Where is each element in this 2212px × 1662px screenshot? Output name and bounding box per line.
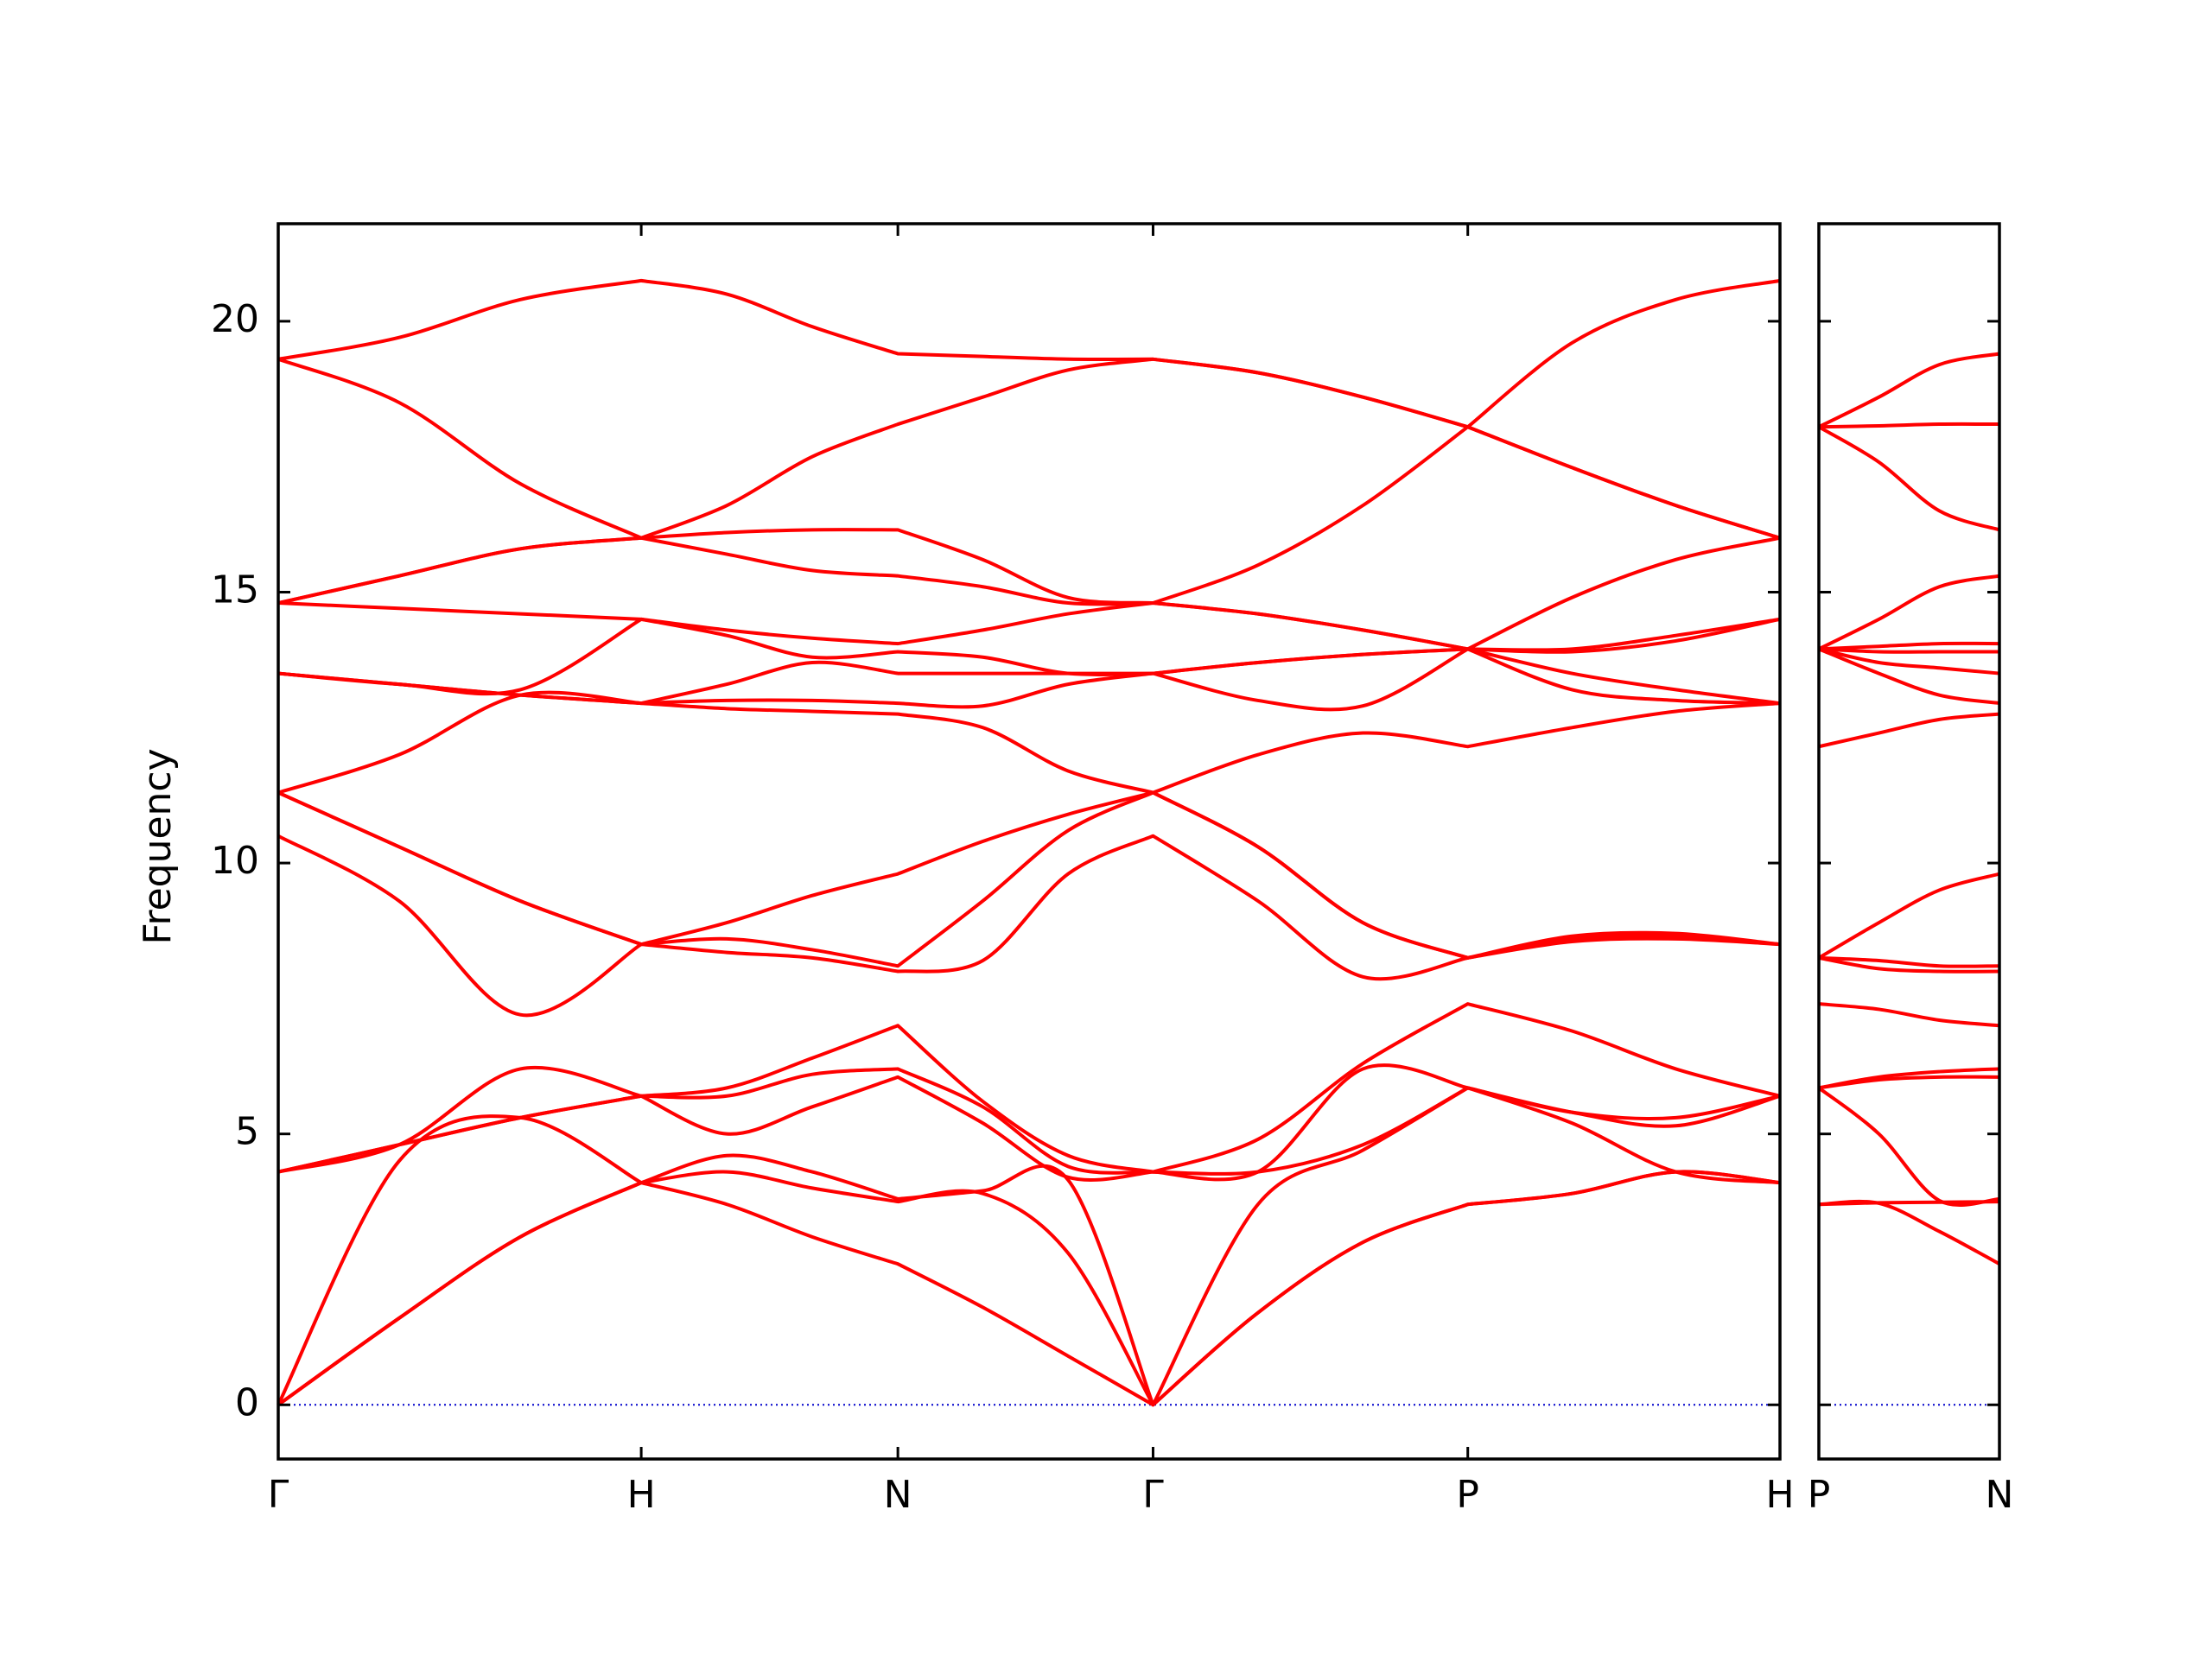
band-line	[1818, 352, 2000, 428]
band-line	[277, 617, 1781, 696]
band-line	[1818, 574, 2000, 651]
band-line	[1818, 1200, 2000, 1207]
x-tick-label: H	[1765, 1473, 1794, 1517]
band-line	[1818, 641, 2000, 651]
band-line	[277, 790, 1781, 960]
band-line	[1818, 422, 2000, 429]
band-line	[277, 278, 1781, 429]
band-line	[1818, 1199, 2000, 1266]
band-line	[1818, 647, 2000, 706]
band-line	[1818, 712, 2000, 749]
band-line	[277, 536, 1781, 651]
band-line	[1818, 955, 2000, 968]
x-tick-label: N	[1986, 1473, 2014, 1517]
x-tick-label: Γ	[268, 1473, 289, 1517]
x-tick-label: Γ	[1142, 1473, 1164, 1517]
y-tick-label: 10	[211, 839, 259, 883]
band-line	[277, 1075, 1781, 1182]
x-tick-label: N	[884, 1473, 912, 1517]
band-line	[1817, 425, 2000, 532]
band-line	[1817, 1086, 2000, 1207]
band-line	[1818, 955, 2000, 974]
y-axis-label: Frequency	[136, 748, 180, 944]
y-tick-label: 5	[235, 1110, 259, 1154]
y-tick-label: 15	[211, 568, 259, 612]
plot-frame	[276, 222, 1782, 1461]
band-line	[276, 1170, 1781, 1407]
x-tick-label: P	[1456, 1473, 1479, 1517]
band-line	[277, 1063, 1781, 1182]
plot-frame	[1817, 222, 2001, 1461]
band-line	[1817, 872, 2000, 960]
band-line	[277, 601, 1781, 652]
band-line	[277, 425, 1781, 606]
band-line	[1818, 647, 1999, 654]
band-line	[277, 1002, 1781, 1174]
band-line	[277, 690, 1781, 795]
x-tick-label: H	[627, 1473, 656, 1517]
x-tick-label: P	[1808, 1473, 1831, 1517]
y-tick-label: 0	[235, 1380, 259, 1424]
band-line	[1818, 1002, 2000, 1028]
band-line	[277, 357, 1781, 540]
band-line	[276, 1170, 1781, 1407]
band-line	[1818, 647, 2000, 676]
band-line	[277, 647, 1781, 706]
y-tick-label: 20	[211, 297, 259, 341]
band-line	[1818, 1067, 2000, 1090]
